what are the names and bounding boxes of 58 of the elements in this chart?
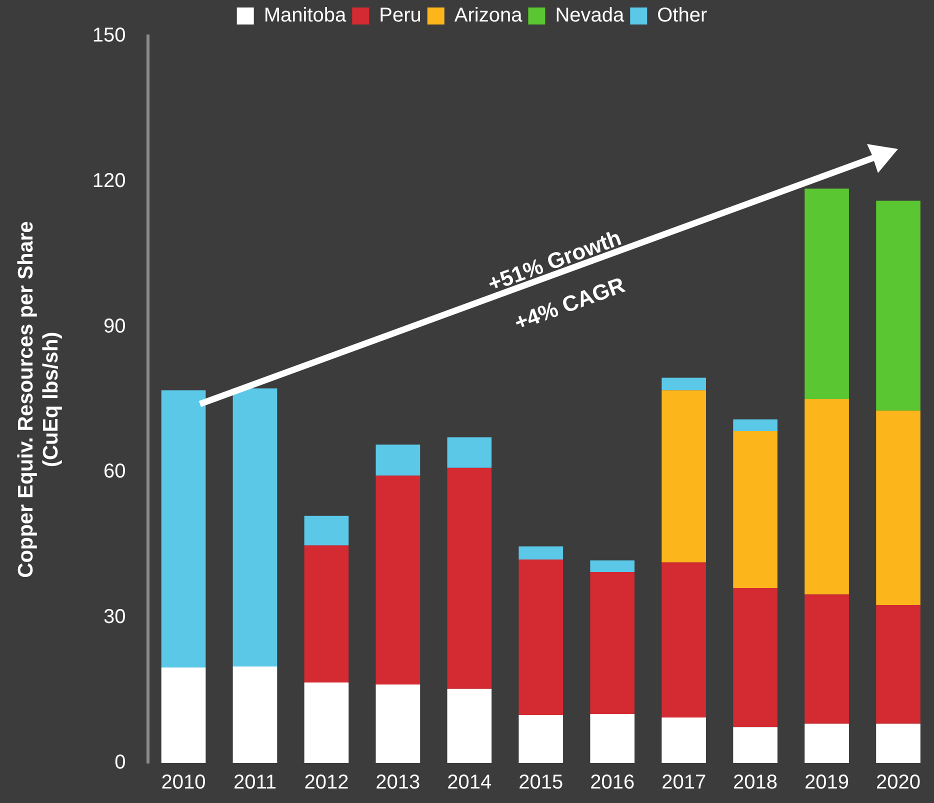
bar bbox=[662, 390, 706, 562]
bar bbox=[662, 562, 706, 718]
bar bbox=[161, 668, 206, 763]
bar bbox=[876, 200, 920, 411]
y-tick-label: 90 bbox=[104, 315, 126, 338]
bar bbox=[590, 714, 635, 763]
bar bbox=[876, 724, 920, 763]
bar bbox=[662, 378, 706, 390]
y-axis-title: Copper Equiv. Resources per Share (CuEq lbs/sh) bbox=[14, 221, 63, 578]
x-tick-label: 2018 bbox=[733, 772, 778, 794]
y-tick-label: 30 bbox=[104, 606, 126, 628]
x-tick-label: 2010 bbox=[161, 772, 206, 794]
legend-label: Nevada bbox=[555, 4, 625, 27]
bar bbox=[876, 605, 920, 724]
x-tick-label: 2012 bbox=[304, 772, 349, 794]
x-tick-label: 2020 bbox=[876, 772, 921, 794]
bar bbox=[733, 588, 778, 728]
bar bbox=[447, 437, 492, 468]
legend-label: Other bbox=[657, 4, 708, 27]
bar bbox=[376, 476, 420, 684]
legend-label: Peru bbox=[379, 4, 422, 27]
bar bbox=[590, 560, 635, 572]
bar bbox=[876, 410, 920, 605]
bar bbox=[232, 666, 278, 763]
x-tick-label: 2017 bbox=[662, 772, 706, 794]
bar bbox=[447, 688, 492, 763]
y-tick-label: 60 bbox=[104, 460, 126, 483]
bar bbox=[733, 431, 778, 588]
bar bbox=[376, 684, 420, 763]
bar bbox=[376, 444, 420, 476]
x-tick-label: 2013 bbox=[376, 772, 420, 794]
x-tick-label: 2019 bbox=[804, 772, 850, 794]
legend-label: Manitoba bbox=[264, 4, 348, 27]
bar bbox=[662, 717, 706, 763]
bar bbox=[304, 682, 349, 763]
bar bbox=[804, 399, 849, 594]
legend-label: Arizona bbox=[454, 4, 524, 27]
y-tick-label: 120 bbox=[92, 170, 126, 192]
bar bbox=[733, 727, 778, 763]
bar bbox=[590, 572, 635, 714]
x-tick-label: 2015 bbox=[518, 772, 564, 794]
bar bbox=[447, 468, 492, 689]
bar bbox=[518, 546, 564, 560]
x-tick-label: 2016 bbox=[590, 772, 635, 794]
bar bbox=[804, 188, 849, 400]
bar bbox=[804, 594, 849, 724]
bar bbox=[518, 559, 564, 716]
y-tick-label: 0 bbox=[114, 752, 126, 774]
x-tick-label: 2014 bbox=[447, 772, 492, 794]
bar bbox=[733, 419, 778, 432]
bar bbox=[304, 516, 349, 546]
bar bbox=[232, 388, 278, 667]
bar bbox=[304, 545, 349, 683]
y-tick-label: 150 bbox=[92, 24, 126, 47]
bar bbox=[161, 390, 206, 668]
bar bbox=[518, 715, 564, 763]
bar bbox=[804, 724, 849, 763]
x-tick-label: 2011 bbox=[233, 772, 276, 794]
